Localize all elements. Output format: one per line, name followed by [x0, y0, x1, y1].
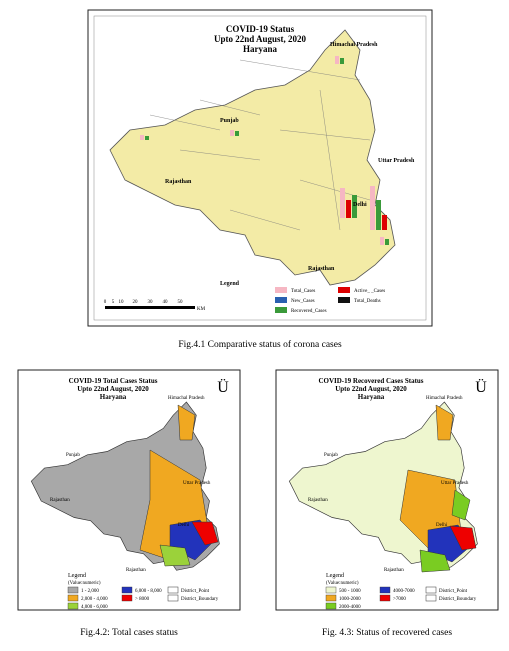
legend-swatch [325, 594, 337, 602]
region-label: Rajasthan [50, 498, 70, 503]
map-title: Haryana [100, 393, 127, 401]
region-label: Himachal Pradesh [168, 396, 205, 401]
legend-label: Total_Deaths [354, 299, 381, 304]
legend-label: 500 - 1000 [339, 589, 361, 594]
legend-label: 6,000 - 8,000 [135, 589, 162, 594]
legend-swatch [379, 586, 391, 594]
district-lines [149, 59, 371, 231]
region-label: Punjab [324, 453, 338, 458]
district-fill [191, 521, 219, 546]
district-fill [435, 404, 454, 441]
legend-swatch [338, 287, 350, 293]
map-title: Upto 22nd August, 2020 [335, 385, 407, 393]
map-title: COVID-19 Recovered Cases Status [318, 377, 423, 385]
symbol-swatch [167, 586, 179, 594]
region-label: Delhi [436, 523, 448, 528]
legend-swatch [275, 287, 287, 293]
symbol-label: District_Point [181, 589, 210, 594]
north-arrow: Ü [475, 378, 487, 396]
legend-swatch [67, 586, 79, 594]
region-label: Punjab [66, 453, 80, 458]
scale-bar [105, 306, 195, 309]
legend-swatch [67, 594, 79, 602]
scale-label: 5 [112, 300, 115, 305]
symbol-label: District_Point [439, 589, 468, 594]
scale-label: 50 [178, 300, 184, 305]
scale-unit: KM [197, 307, 206, 312]
legend-subtitle: (Value:numeric) [326, 581, 359, 586]
legend-swatch [325, 602, 337, 610]
region-label: Rajasthan [126, 568, 146, 573]
legend-swatch [338, 297, 350, 303]
map-title: COVID-19 Total Cases Status [69, 377, 158, 385]
legend-title: Legend [326, 573, 344, 579]
legend-swatch [121, 586, 133, 594]
region-label: Rajasthan [308, 498, 328, 503]
region-label: Rajasthan [384, 568, 404, 573]
figure-caption: Fig.4.1 Comparative status of corona cas… [178, 339, 342, 350]
legend-swatch [325, 586, 337, 594]
legend-swatch [67, 602, 79, 610]
legend-swatch [121, 594, 133, 602]
legend-title: Legend [68, 573, 86, 579]
district-bars [140, 56, 389, 245]
map-title: Upto 22nd August, 2020 [77, 385, 149, 393]
scale-label: 10 [119, 300, 125, 305]
symbol-swatch [425, 594, 437, 602]
symbol-label: District_Boundary [181, 597, 219, 602]
region-label: Uttar Pradesh [441, 481, 469, 486]
legend-label: Recovered_Cases [291, 309, 327, 314]
region-label: Delhi [178, 523, 190, 528]
map-inner-frame [93, 15, 427, 321]
legend-label: Active_ _Cases [354, 289, 385, 294]
region-label: Rajasthan [308, 266, 335, 272]
legend-label: 4000-7000 [393, 589, 415, 594]
district-fill [451, 489, 471, 521]
legend-label: Total_Cases [291, 289, 315, 294]
legend-title: Legend [220, 281, 240, 287]
figure-caption: Fig. 4.3: Status of recovered cases [322, 627, 452, 638]
legend-label: 1000-2000 [339, 597, 361, 602]
symbol-label: District_Boundary [439, 597, 477, 602]
legend-label: 2000-4000 [339, 605, 361, 610]
legend-swatch [275, 297, 287, 303]
symbol-swatch [425, 586, 437, 594]
district-fill [449, 525, 477, 551]
region-label: Punjab [220, 118, 239, 124]
district-fill [419, 549, 451, 573]
north-arrow: Ü [217, 378, 229, 396]
region-label: Uttar Pradesh [183, 481, 211, 486]
legend-label: 2,000 - 4,000 [81, 597, 108, 602]
legend-swatch [275, 307, 287, 313]
legend-label: New_Cases [291, 299, 315, 304]
region-label: Delhi [353, 202, 367, 208]
scale-label: 40 [163, 300, 169, 305]
scale-label: 30 [148, 300, 154, 305]
region-label: Uttar Pradesh [378, 158, 415, 164]
map-title: Upto 22nd August, 2020 [214, 34, 307, 44]
scale-label: 20 [133, 300, 139, 305]
legend-swatch [379, 594, 391, 602]
legend-subtitle: (Value:numeric) [68, 581, 101, 586]
figure-caption: Fig.4.2: Total cases status [80, 628, 178, 638]
symbol-swatch [167, 594, 179, 602]
map-title: Haryana [358, 393, 385, 401]
legend-label: > 8000 [135, 597, 150, 602]
legend-label: >7000 [393, 597, 406, 602]
region-label: Himachal Pradesh [426, 396, 463, 401]
district-fill [177, 404, 196, 441]
legend-label: 1 - 2,000 [81, 589, 99, 594]
map-title: Haryana [243, 44, 278, 54]
legend-label: 4,000 - 6,000 [81, 605, 108, 610]
region-label: Rajasthan [165, 179, 192, 185]
district-fill [159, 544, 191, 567]
region-label: Himachal Pradesh [330, 42, 378, 48]
scale-label: 0 [104, 300, 107, 305]
map-title: COVID-19 Status [226, 24, 295, 34]
